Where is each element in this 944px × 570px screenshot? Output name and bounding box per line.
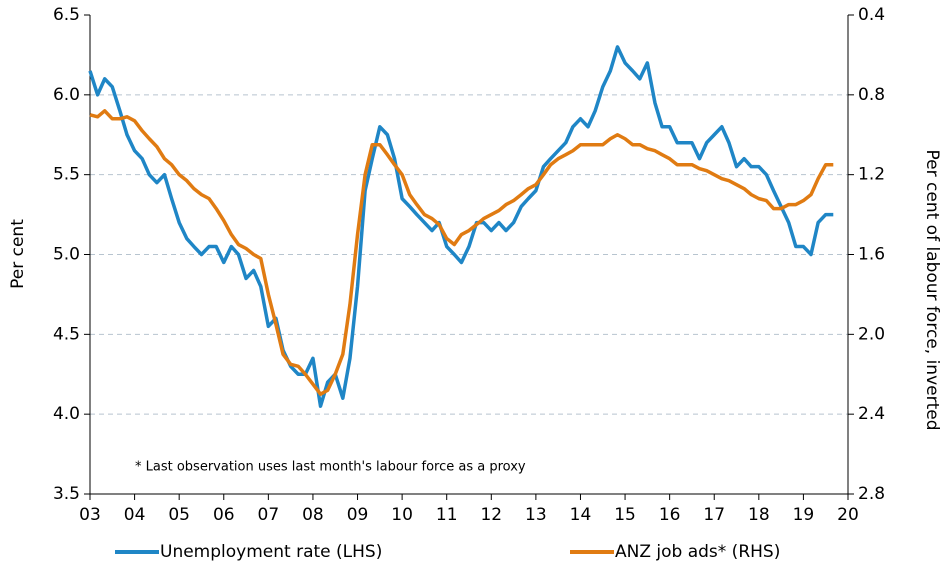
y-tick-label: 6.0 [53, 85, 80, 105]
y2-tick-label: 0.8 [858, 85, 885, 105]
x-tick-label: 13 [525, 505, 547, 525]
y2-tick-label: 2.4 [858, 404, 885, 424]
x-tick-label: 08 [302, 505, 324, 525]
x-tick-label: 16 [659, 505, 681, 525]
x-tick-label: 05 [168, 505, 190, 525]
y-tick-label: 4.5 [53, 324, 80, 344]
legend-label: ANZ job ads* (RHS) [615, 542, 780, 562]
y2-tick-label: 2.0 [858, 324, 885, 344]
x-tick-label: 09 [347, 505, 369, 525]
y2-tick-label: 1.6 [858, 245, 885, 265]
x-tick-label: 11 [436, 505, 458, 525]
x-tick-label: 10 [391, 505, 413, 525]
y-tick-label: 5.5 [53, 165, 80, 185]
x-tick-label: 07 [258, 505, 280, 525]
x-tick-label: 18 [748, 505, 770, 525]
annotation: * Last observation uses last month's lab… [135, 460, 526, 475]
y-axis-title: Per cent [8, 219, 28, 289]
x-tick-label: 15 [614, 505, 636, 525]
legend-label: Unemployment rate (LHS) [160, 542, 382, 562]
x-tick-label: 04 [124, 505, 146, 525]
x-tick-label: 03 [79, 505, 101, 525]
x-tick-label: 19 [793, 505, 815, 525]
y2-tick-label: 1.2 [858, 165, 885, 185]
y-tick-label: 3.5 [53, 484, 80, 504]
y-tick-label: 5.0 [53, 245, 80, 265]
x-tick-label: 17 [703, 505, 725, 525]
x-tick-label: 14 [570, 505, 592, 525]
y-tick-label: 4.0 [53, 404, 80, 424]
x-tick-label: 06 [213, 505, 235, 525]
series-line [88, 45, 834, 408]
y2-axis-title: Per cent of labour force, inverted [922, 150, 942, 431]
y-tick-label: 6.5 [53, 5, 80, 25]
x-tick-label: 20 [837, 505, 859, 525]
y2-tick-label: 0.4 [858, 5, 885, 25]
series-line [89, 109, 834, 396]
x-tick-label: 12 [480, 505, 502, 525]
y2-tick-label: 2.8 [858, 484, 885, 504]
